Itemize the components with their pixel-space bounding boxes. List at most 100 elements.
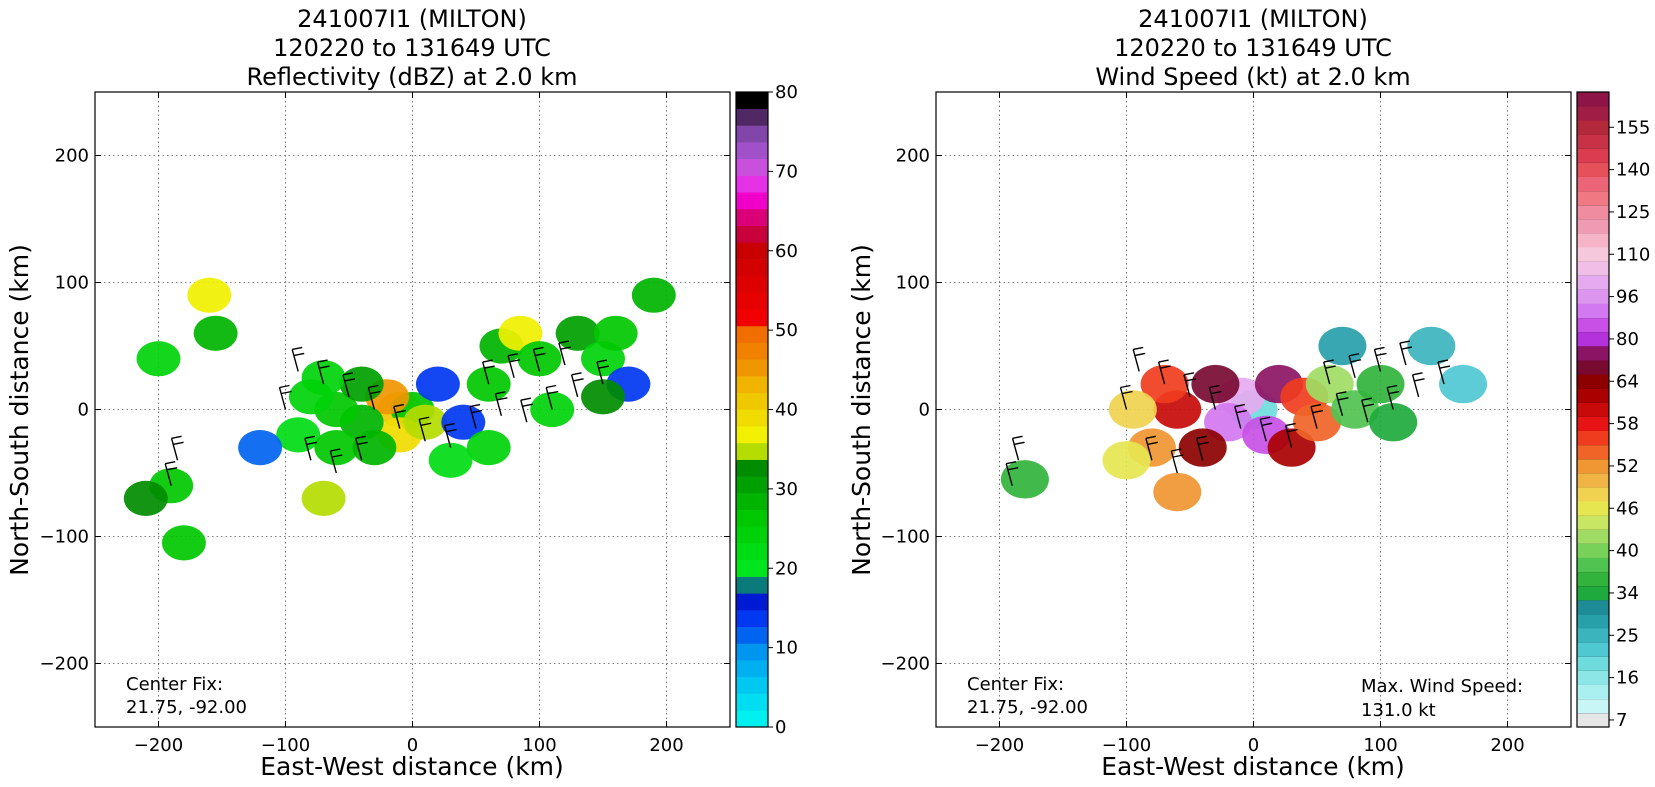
wind-barb [1011, 435, 1025, 461]
colorbar-segment [1577, 92, 1609, 107]
wind-barb [1170, 448, 1184, 474]
colorbar-segment [1577, 106, 1609, 121]
wind-barb [1284, 422, 1298, 448]
y-tick-label: −100 [881, 527, 930, 548]
windspeed-title-line-3: Wind Speed (kt) at 2.0 km [1095, 63, 1410, 91]
windspeed-data [1000, 326, 1488, 512]
data-cell [428, 442, 473, 478]
data-cell [301, 480, 346, 516]
colorbar-segment [1577, 219, 1609, 234]
colorbar-tick-label: 40 [775, 400, 798, 421]
colorbar-segment [1577, 120, 1609, 135]
wind-barb [494, 391, 508, 417]
colorbar-tick-label: 155 [1616, 117, 1650, 138]
colorbar-segment [1577, 190, 1609, 206]
wind-barb [1005, 461, 1019, 486]
colorbar-segment [1577, 247, 1609, 262]
colorbar-segment [1577, 698, 1609, 714]
wind-barb [164, 461, 178, 486]
colorbar-segment [736, 392, 768, 410]
colorbar-segment [1577, 360, 1609, 375]
colorbar-segment [1577, 233, 1609, 248]
colorbar-segment [1577, 176, 1609, 192]
data-cell [1407, 326, 1456, 366]
x-tick-label: 200 [1490, 735, 1524, 756]
windspeed-ticks: −200 −100 0 100 200 200 100 0 −100 −200 [881, 92, 1571, 756]
reflectivity-wind-barbs [164, 340, 610, 486]
colorbar-segment [736, 576, 768, 594]
colorbar-segment [736, 559, 768, 577]
wind-barb [1399, 340, 1413, 366]
colorbar-segment [736, 693, 768, 711]
wind-barb [1310, 403, 1324, 429]
colorbar-segment [1577, 543, 1609, 558]
wind-barb [291, 346, 305, 372]
colorbar-segment [1577, 571, 1609, 587]
colorbar-segment [1577, 275, 1609, 290]
data-cell [1356, 364, 1405, 404]
x-tick-label: −100 [1102, 735, 1151, 756]
colorbar-segment [736, 509, 768, 527]
data-cell [1369, 403, 1418, 442]
data-cell [193, 315, 238, 351]
wind-barb [1373, 346, 1387, 372]
wind-barb [1259, 416, 1273, 442]
max-wind-speed-value: 131.0 kt [1361, 700, 1436, 721]
colorbar-tick-label: 80 [1616, 329, 1639, 350]
data-cell [187, 277, 232, 313]
colorbar-segment [736, 442, 768, 460]
y-tick-label: −100 [40, 527, 89, 548]
reflectivity-title-line-1: 241007I1 (MILTON) [297, 5, 527, 33]
wind-barb [469, 403, 483, 429]
y-tick-label: −200 [881, 654, 930, 675]
colorbar-segment [736, 175, 768, 193]
windspeed-colorbar: 7 16 25 34 40 46 52 58 64 80 96 110 125 140 155 [1576, 91, 1650, 731]
colorbar-segment [736, 610, 768, 628]
wind-barb [443, 422, 457, 448]
wind-barb [1119, 384, 1133, 410]
colorbar-segment [736, 158, 768, 176]
colorbar-tick-label: 125 [1616, 202, 1650, 223]
colorbar-segment [736, 476, 768, 494]
colorbar-segment [1577, 388, 1609, 403]
wind-barb [342, 372, 356, 397]
colorbar-segment [736, 710, 768, 728]
wind-barb [1157, 359, 1171, 385]
y-tick-label: 100 [896, 273, 930, 294]
colorbar-tick-label: 7 [1616, 710, 1627, 731]
colorbar-segment [1577, 430, 1609, 446]
wind-barb [1132, 346, 1146, 372]
wind-barb [418, 416, 432, 442]
colorbar-segment [1577, 515, 1609, 530]
colorbar-tick-label: 34 [1616, 583, 1639, 604]
x-tick-label: −200 [134, 735, 183, 756]
reflectivity-title-line-3: Reflectivity (dBZ) at 2.0 km [247, 63, 578, 91]
colorbar-segment [736, 309, 768, 327]
colorbar-segment [1577, 204, 1609, 220]
reflectivity-center-fix-value: 21.75, -92.00 [126, 697, 247, 718]
data-cell [161, 525, 206, 561]
wind-barb [278, 384, 292, 410]
colorbar-tick-label: 20 [775, 558, 798, 579]
colorbar-segment [1577, 487, 1609, 502]
colorbar-segment [736, 242, 768, 260]
colorbar-segment [736, 459, 768, 477]
colorbar-segment [736, 409, 768, 427]
windspeed-center-fix-value: 21.75, -92.00 [967, 697, 1088, 718]
colorbar-tick-label: 50 [775, 320, 798, 341]
reflectivity-panel: 241007I1 (MILTON) 120220 to 131649 UTC R… [5, 5, 798, 781]
data-cell [339, 366, 384, 402]
data-cell [466, 430, 511, 466]
y-tick-label: 0 [919, 400, 930, 421]
colorbar-segment [736, 376, 768, 394]
data-cell [581, 379, 625, 415]
data-cell [238, 430, 283, 466]
data-cell [1439, 364, 1488, 404]
colorbar-segment [1577, 628, 1609, 643]
wind-barb [1386, 384, 1400, 410]
data-cell [276, 417, 321, 453]
wind-barb [520, 397, 533, 423]
colorbar-segment [1577, 261, 1609, 276]
data-cell [123, 480, 168, 516]
